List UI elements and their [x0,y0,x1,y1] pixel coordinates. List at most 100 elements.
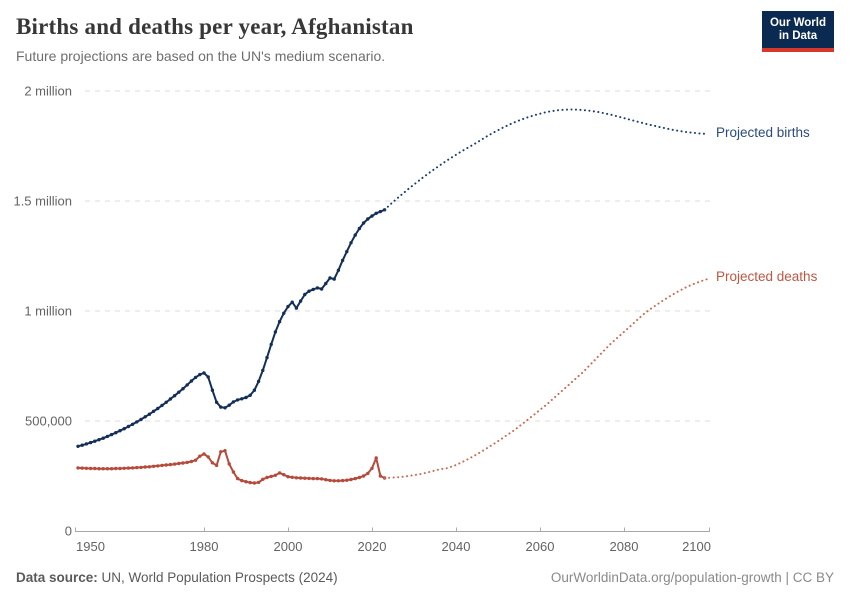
births-historical-point [214,400,219,404]
births-historical-point [273,330,278,334]
deaths-historical-point [353,476,357,481]
deaths-historical-point [160,463,164,468]
deaths-historical-point [97,467,101,471]
births-historical-point [361,221,366,225]
deaths-historical-point [261,477,265,481]
births-historical-point [307,289,311,293]
deaths-historical-point [76,466,80,470]
deaths-historical-point [286,475,290,479]
births-historical-point [202,371,206,375]
deaths-historical-point [177,461,181,466]
births-historical-point [88,440,93,445]
owid-url-link[interactable]: OurWorldinData.org/population-growth | C… [550,570,834,585]
births-historical-point [177,390,181,394]
births-historical-point [164,400,168,404]
deaths-historical-point [294,476,299,480]
births-historical-line[interactable] [77,208,385,448]
deaths-historical-point [105,467,110,471]
deaths-historical-point [315,476,320,481]
deaths-historical-point [303,476,307,480]
deaths-historical-point [370,466,374,470]
births-historical-point [114,431,118,435]
births-historical-point [160,403,164,408]
births-historical-point [286,304,290,309]
births-historical-point [315,286,320,290]
births-historical-point [206,375,210,379]
deaths-historical-point [198,454,202,458]
deaths-historical-point [227,462,231,466]
deaths-historical-point [269,474,273,479]
deaths-historical-point [210,461,215,465]
deaths-historical-point [135,465,139,470]
data-source: Data source: UN, World Population Prospe… [16,570,338,585]
x-tick-label: 2040 [442,539,471,554]
deaths-historical-point [298,476,303,480]
deaths-historical-point [357,475,362,480]
births-historical-point [324,281,328,286]
deaths-historical-point [206,455,210,459]
deaths-historical-point [252,481,257,485]
deaths-historical-point [156,464,160,468]
deaths-historical-point [126,466,131,470]
births-historical-point [366,217,370,221]
deaths-historical-point [231,470,236,474]
births-historical-point [118,429,122,433]
deaths-historical-point [290,475,294,479]
births-historical-point [345,249,349,254]
deaths-projected-line[interactable] [383,277,709,479]
births-historical-point [378,209,383,214]
x-tick-label: 2020 [358,539,387,554]
projected-deaths-label: Projected deaths [716,269,818,284]
deaths-historical-point [340,478,345,483]
births-historical-point [156,406,160,411]
deaths-historical-point [256,480,261,485]
y-tick-label: 0 [65,524,72,539]
births-historical-point [353,233,357,237]
births-historical-point [84,442,89,446]
births-historical-point [101,436,105,440]
births-historical-point [189,379,194,383]
deaths-historical-point [361,474,366,478]
births-historical-point [252,388,257,392]
y-tick-label: 1 million [24,304,72,319]
deaths-historical-point [240,478,244,483]
births-historical-point [97,438,101,442]
births-historical-point [303,292,307,297]
deaths-historical-point [244,480,248,484]
deaths-historical-point [319,477,324,481]
deaths-historical-point [147,465,152,469]
deaths-historical-point [109,467,114,471]
deaths-historical-point [219,450,223,454]
chart-title: Births and deaths per year, Afghanistan [16,14,414,39]
births-historical-point [332,277,336,281]
births-historical-point [294,306,299,310]
deaths-historical-point [114,466,118,471]
births-historical-point [122,427,126,431]
deaths-historical-point [139,465,143,470]
x-tick-label: 2000 [274,539,303,554]
y-tick-label: 2 million [24,84,72,99]
births-projected-line[interactable] [383,108,709,211]
deaths-historical-point [101,467,105,471]
deaths-historical-point [374,456,378,460]
births-historical-point [139,417,143,422]
deaths-historical-point [164,463,168,467]
x-axis [75,527,710,532]
births-historical-point [227,403,231,407]
deaths-historical-point [80,466,84,470]
x-tick-label: 2100 [682,539,711,554]
births-historical-point [298,299,303,303]
births-historical-point [282,311,286,315]
x-axis-ticks [75,527,710,532]
deaths-historical-point [349,477,353,482]
deaths-historical-point [130,466,135,470]
births-historical-point [248,393,252,397]
owid-logo-line1: Our World [769,17,826,29]
deaths-historical-point [223,449,227,453]
deaths-historical-point [366,471,370,476]
owid-logo[interactable]: Our World in Data [761,11,834,52]
births-historical-point [311,287,315,292]
deaths-historical-point [378,474,383,478]
deaths-historical-point [235,476,240,481]
